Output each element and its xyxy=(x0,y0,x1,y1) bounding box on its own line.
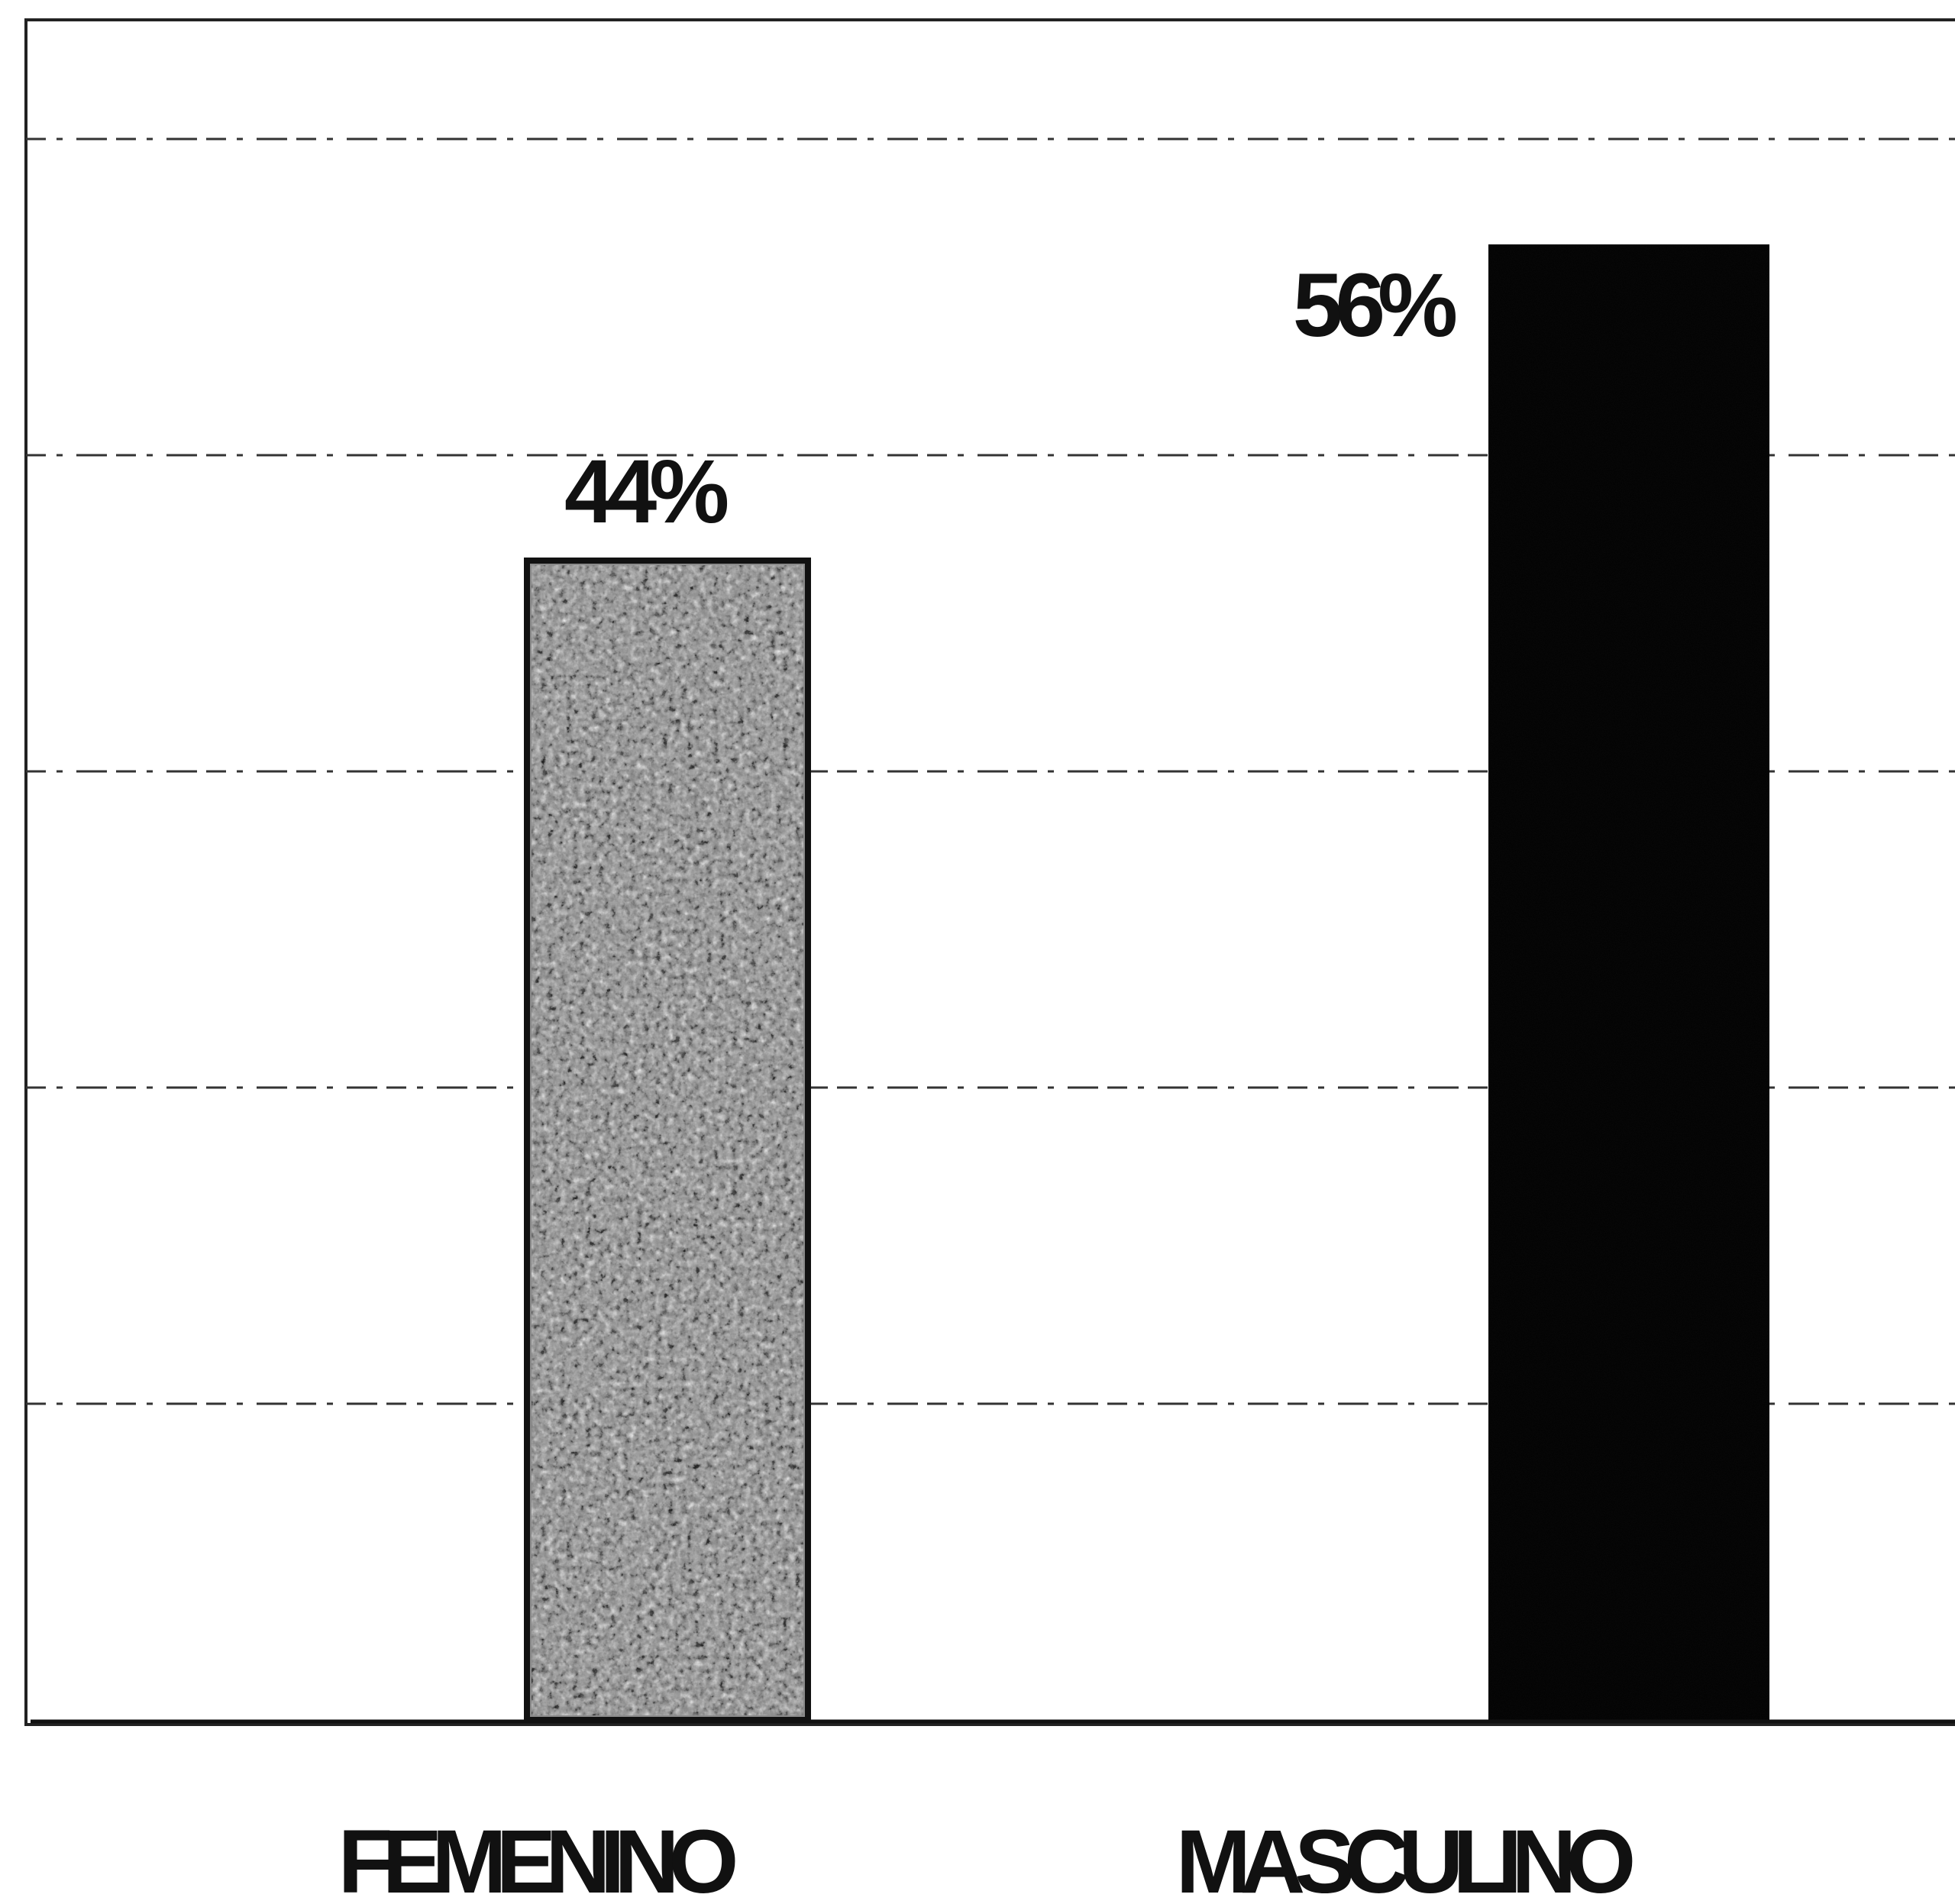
category-labels-group: FEMENINO MASCULINO xyxy=(338,1812,1643,1904)
bar-texture xyxy=(532,565,803,1715)
bar-masculino xyxy=(1488,244,1769,1720)
data-label-femenino: 44% xyxy=(564,441,727,542)
data-label-masculino: 56% xyxy=(1293,255,1456,356)
category-label-masculino: MASCULINO xyxy=(1176,1812,1633,1904)
plot-area-frame xyxy=(24,18,1955,1726)
bar-femenino xyxy=(524,558,811,1723)
category-label-femenino: FEMENINO xyxy=(338,1812,735,1904)
bar-texture xyxy=(1488,244,1769,1720)
data-labels-group: 44% 56% xyxy=(564,255,1463,542)
bars-group xyxy=(524,244,1769,1723)
